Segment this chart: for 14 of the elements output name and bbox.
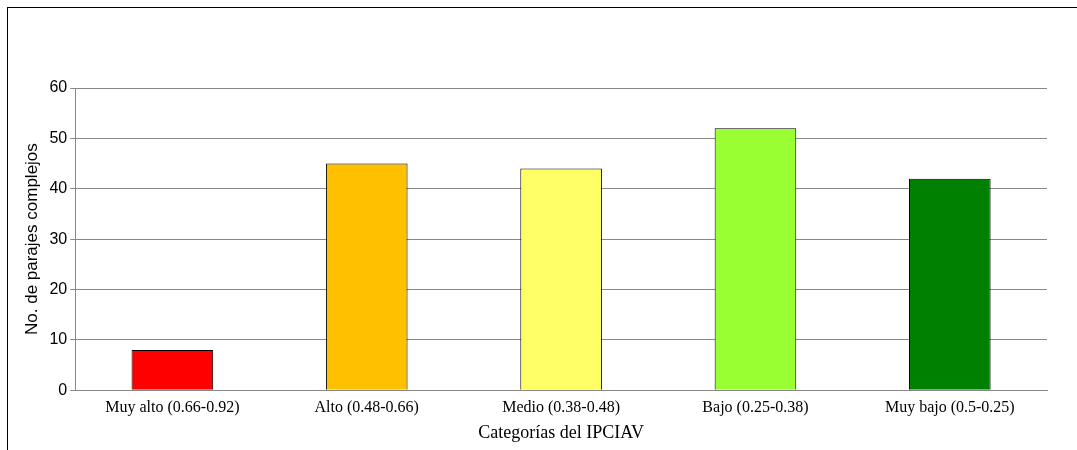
x-tick-label: Muy alto (0.66-0.92): [105, 398, 240, 416]
x-tick-label: Muy bajo (0.5-0.25): [884, 398, 1015, 416]
x-axis-title: Categorías del IPCIAV: [478, 421, 644, 442]
y-tick-label: 10: [49, 330, 68, 348]
y-tick-label: 50: [49, 128, 68, 146]
y-axis-title: No. de parajes complejos: [21, 143, 41, 336]
y-tick-label: 40: [49, 179, 68, 197]
y-tick-label: 30: [49, 229, 68, 247]
x-tick-label: Bajo (0.25-0.38): [702, 398, 809, 416]
x-tick-label: Alto (0.48-0.66): [314, 398, 419, 416]
x-tick-label: Medio (0.38-0.48): [502, 398, 620, 416]
y-tick-label: 60: [49, 78, 68, 96]
y-tick-label: 20: [49, 279, 68, 297]
y-tick-label: 0: [58, 380, 68, 398]
